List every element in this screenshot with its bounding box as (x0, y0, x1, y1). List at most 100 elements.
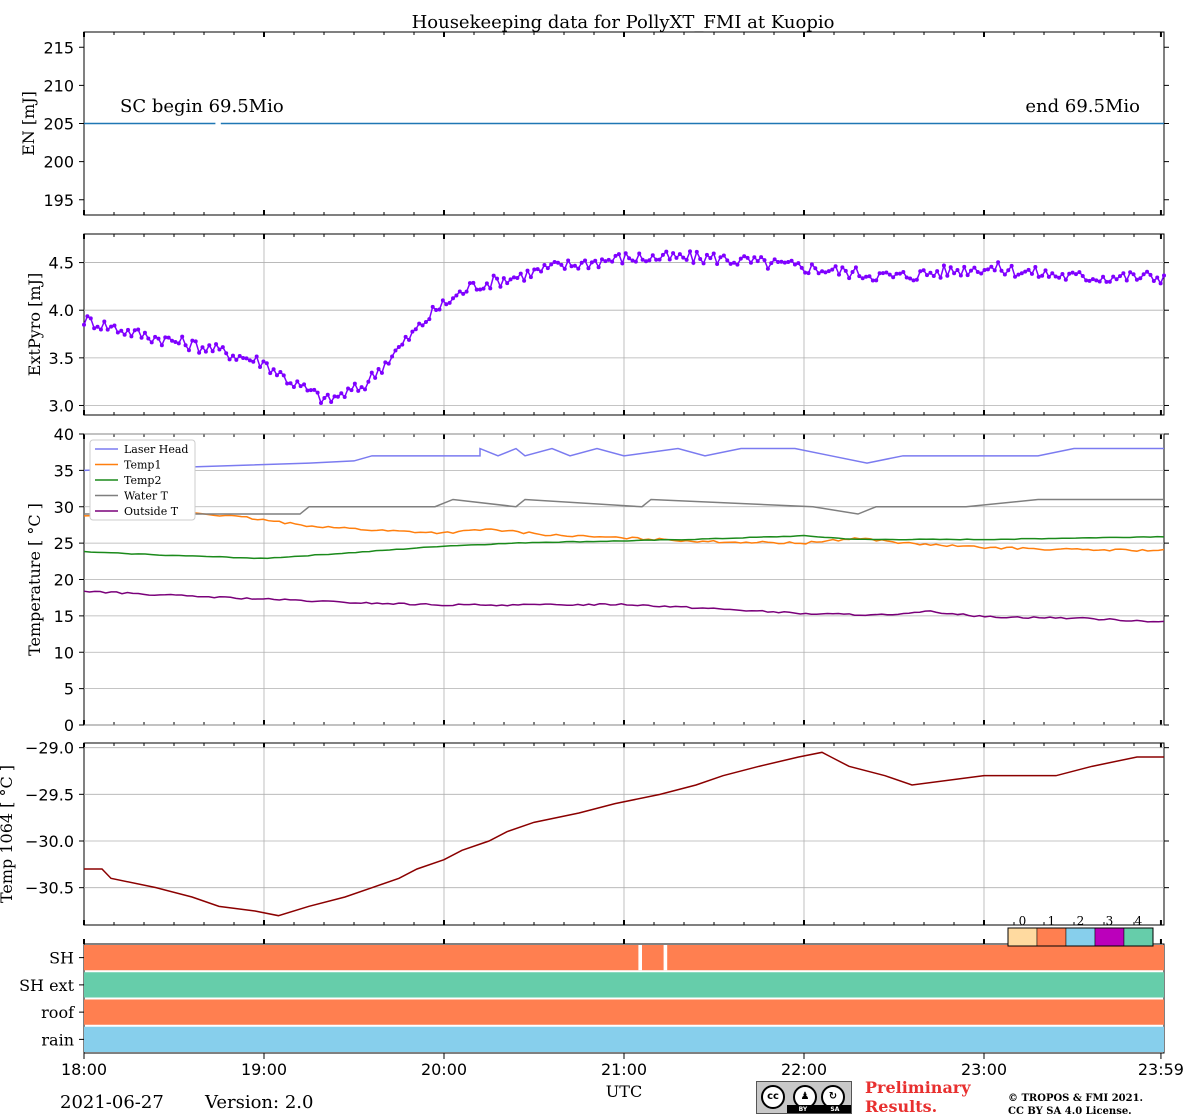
extpyro-point (935, 269, 940, 274)
extpyro-point (640, 257, 645, 262)
extpyro-point (826, 269, 831, 274)
extpyro-point (335, 394, 340, 399)
extpyro-point (352, 381, 357, 386)
extpyro-point (789, 258, 794, 263)
extpyro-point (958, 273, 963, 278)
extpyro-point (471, 280, 476, 285)
copyright-notice: © TROPOS & FMI 2021. CC BY SA 4.0 Licens… (1008, 1093, 1144, 1117)
extpyro-point (830, 267, 835, 272)
extpyro-point (1040, 273, 1045, 278)
extpyro-point (437, 307, 442, 312)
extpyro-point (955, 268, 960, 273)
extpyro-point (220, 345, 225, 350)
extpyro-point (285, 381, 290, 386)
extpyro-point (891, 275, 896, 280)
extpyro-point (569, 264, 574, 269)
extpyro-point (82, 322, 86, 327)
y-tick-label: 25 (54, 534, 74, 553)
status-legend-label: 0 (1019, 914, 1027, 928)
extpyro-point (173, 340, 178, 345)
extpyro-point (329, 400, 334, 405)
extpyro-point (1029, 271, 1034, 276)
extpyro-point (302, 382, 307, 387)
extpyro-point (982, 268, 987, 273)
extpyro-point (813, 266, 818, 271)
extpyro-point (278, 370, 283, 375)
extpyro-point (566, 258, 571, 263)
extpyro-point (495, 276, 500, 281)
y-axis-label-temperature: Temperature [ °C ] (25, 503, 44, 656)
extpyro-point (356, 388, 361, 393)
extpyro-point (874, 278, 879, 283)
extpyro-point (864, 274, 869, 279)
extpyro-point (996, 260, 1001, 265)
extpyro-point (166, 335, 171, 340)
extpyro-point (806, 271, 811, 276)
extpyro-point (965, 273, 970, 278)
cc-sa-label: SA (830, 1105, 840, 1113)
extpyro-point (952, 271, 957, 276)
extpyro-point (725, 258, 730, 263)
extpyro-point (796, 261, 801, 266)
extpyro-point (721, 253, 726, 258)
extpyro-point (440, 298, 445, 303)
extpyro-point (400, 342, 405, 347)
extpyro-point (657, 257, 662, 262)
extpyro-point (535, 267, 540, 272)
y-tick-label: 20 (54, 571, 74, 590)
extpyro-point (769, 261, 774, 266)
annotation-end: end 69.5Mio (1025, 96, 1140, 117)
extpyro-point (298, 384, 303, 389)
extpyro-point (833, 264, 838, 269)
extpyro-point (549, 262, 554, 267)
extpyro-point (85, 314, 90, 319)
status-bar-rain (84, 1026, 1164, 1052)
extpyro-point (992, 268, 997, 273)
y-tick-label: −29.0 (25, 739, 74, 758)
extpyro-point (911, 278, 916, 283)
extpyro-point (1090, 277, 1095, 282)
status-bar-sh (84, 945, 1164, 971)
extpyro-point (447, 300, 452, 305)
extpyro-point (542, 262, 547, 267)
extpyro-point (129, 334, 134, 339)
x-tick-label: 23:59 (1138, 1060, 1184, 1079)
extpyro-point (305, 388, 310, 393)
extpyro-point (454, 293, 459, 298)
extpyro-point (762, 258, 767, 263)
y-tick-label: 205 (43, 115, 74, 134)
status-legend-label: 2 (1077, 914, 1085, 928)
extpyro-point (322, 396, 327, 401)
status-legend-swatch (1065, 927, 1096, 947)
extpyro-point (241, 355, 246, 360)
extpyro-point (207, 343, 212, 348)
extpyro-point (288, 381, 293, 386)
extpyro-point (1077, 270, 1082, 275)
extpyro-point (281, 373, 286, 378)
status-legend-swatch (1036, 927, 1067, 947)
extpyro-point (589, 260, 594, 265)
status-row-label: roof (41, 1003, 75, 1022)
extpyro-point (1084, 278, 1089, 283)
extpyro-point (1131, 272, 1136, 277)
extpyro-point (247, 358, 252, 363)
y-tick-label: 10 (54, 643, 74, 662)
extpyro-point (393, 348, 398, 353)
extpyro-point (186, 348, 191, 353)
extpyro-point (870, 278, 875, 283)
extpyro-point (772, 257, 777, 262)
extpyro-point (738, 256, 743, 261)
extpyro-point (786, 260, 791, 265)
extpyro-point (704, 252, 709, 257)
extpyro-point (765, 266, 770, 271)
extpyro-point (610, 259, 615, 264)
extpyro-point (732, 260, 737, 265)
extpyro-point (782, 260, 787, 265)
extpyro-point (224, 351, 229, 356)
extpyro-point (484, 281, 489, 286)
extpyro-point (644, 259, 649, 264)
status-gap (638, 945, 642, 971)
extpyro-point (481, 286, 486, 291)
extpyro-point (1019, 271, 1024, 276)
extpyro-point (1073, 272, 1078, 277)
